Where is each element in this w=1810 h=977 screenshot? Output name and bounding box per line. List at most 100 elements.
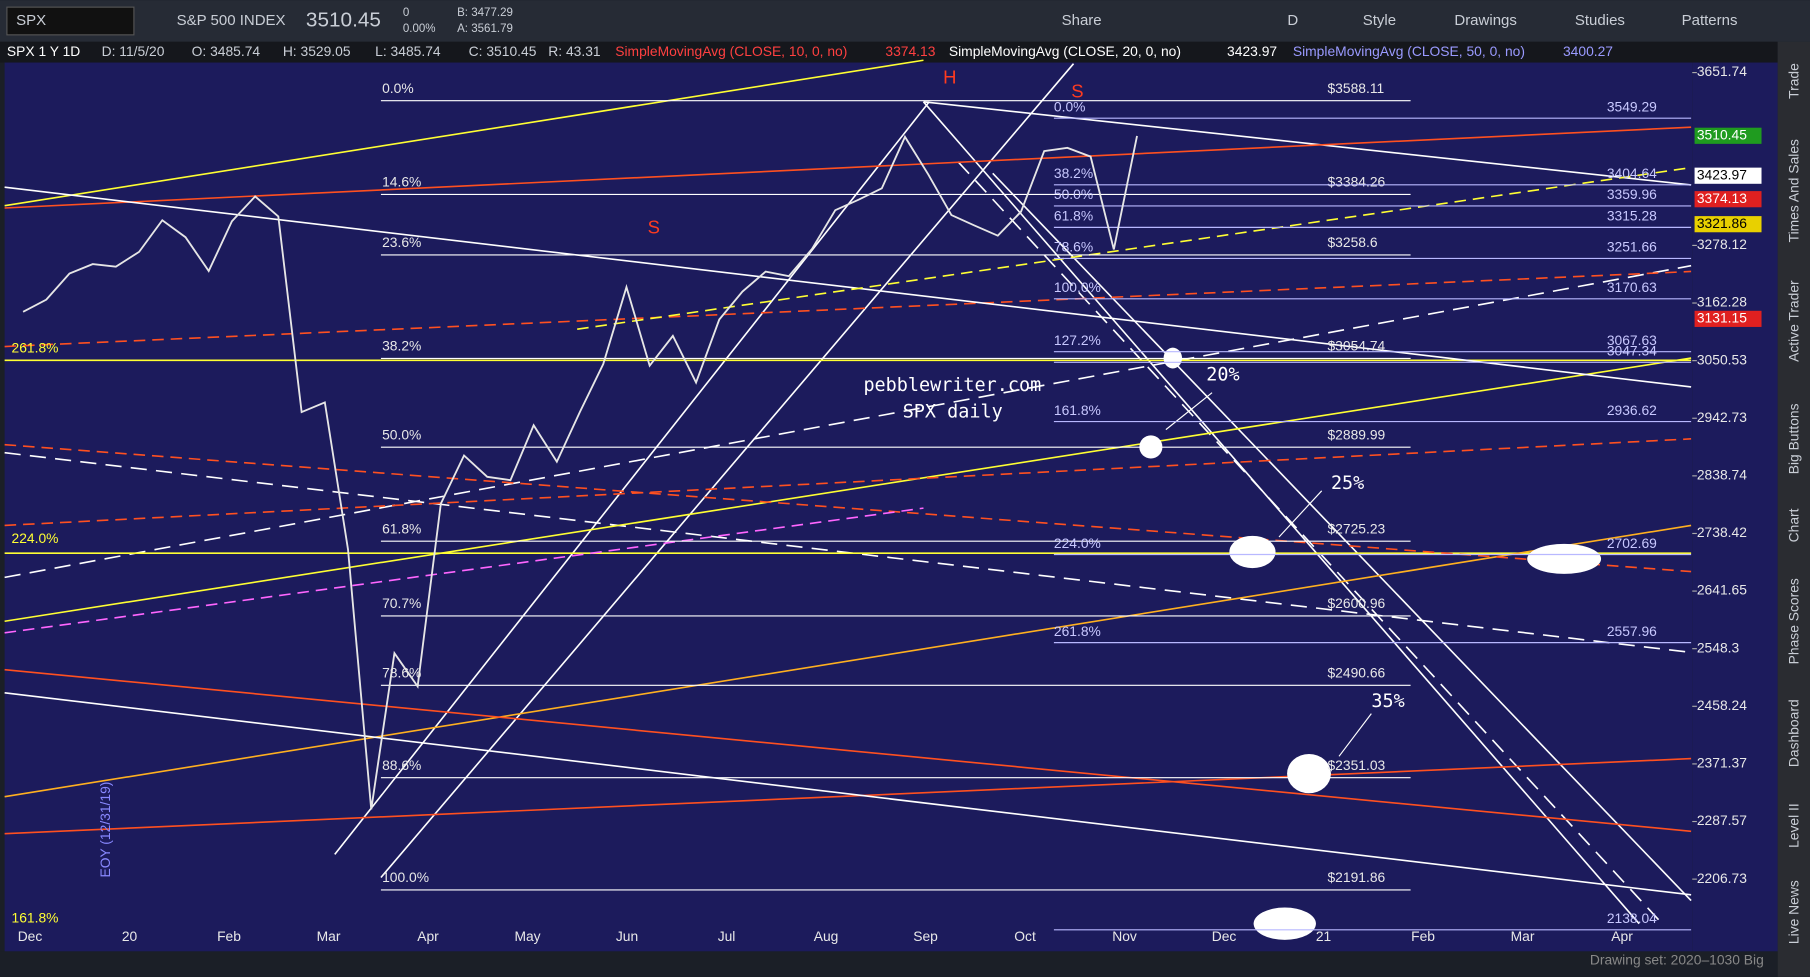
toolbar-button[interactable]: Patterns (1682, 12, 1738, 29)
y-tick-label: 2838.74 (1697, 467, 1747, 483)
toolbar-button[interactable]: Studies (1575, 12, 1625, 29)
target-marker (1253, 907, 1316, 940)
study-value: 3400.27 (1563, 43, 1613, 59)
plot-bg (4, 62, 1693, 952)
annotation: S (1071, 80, 1083, 101)
trend-line (923, 100, 1692, 186)
symbol-box[interactable] (6, 6, 135, 36)
fib-ratio: 61.8% (1054, 208, 1093, 224)
fib-price: 2936.62 (1607, 402, 1657, 418)
price-tag (1694, 191, 1762, 208)
price-tag (1694, 216, 1762, 233)
study-name: SimpleMovingAvg (CLOSE, 20, 0, no) (949, 43, 1181, 59)
header-bar (0, 41, 1778, 63)
x-tick-label: Apr (417, 928, 439, 944)
x-tick-label: Oct (1014, 928, 1036, 944)
study-value: 3374.13 (885, 43, 935, 59)
y-tick-label: 2942.73 (1697, 409, 1747, 425)
side-tab[interactable]: Level II (1786, 803, 1802, 848)
fib-price: $2600.96 (1327, 595, 1385, 611)
annotation: S (648, 217, 660, 238)
side-tab[interactable]: Live News (1786, 880, 1802, 944)
change: 0 (403, 7, 409, 19)
y-tick-label: 2548.3 (1697, 639, 1740, 655)
y-tick-label: 2641.65 (1697, 582, 1747, 598)
fib-price: 2557.96 (1607, 623, 1657, 639)
toolbar (0, 0, 1810, 42)
arrow (1338, 713, 1372, 757)
trend-line (4, 264, 1692, 579)
toolbar-button[interactable]: D (1287, 12, 1298, 29)
header-field: O: 3485.74 (192, 43, 261, 59)
fib-price: $3588.11 (1327, 80, 1384, 96)
toolbar-button[interactable]: Style (1363, 12, 1396, 29)
fib-ratio: 38.2% (1054, 165, 1093, 181)
footer-bar (0, 951, 1778, 977)
y-tick-label: 2458.24 (1697, 697, 1747, 713)
channel-line (334, 101, 930, 855)
fib-ratio: 100.0% (382, 869, 429, 885)
y-tick-label: 3162.28 (1697, 294, 1747, 310)
fib-price: 3549.29 (1607, 98, 1657, 114)
channel-line (992, 172, 1692, 902)
last-price: 3510.45 (306, 8, 381, 31)
fib-price: $2725.23 (1327, 520, 1385, 536)
price-tag-label: 3423.97 (1697, 166, 1747, 182)
side-tab[interactable]: Phase Scores (1786, 578, 1802, 664)
fib-price: $2191.86 (1327, 869, 1385, 885)
y-tick-label: 2371.37 (1697, 755, 1747, 771)
target-marker (1287, 753, 1331, 794)
white-trend (4, 692, 1692, 896)
toolbar-button[interactable]: Share (1062, 12, 1102, 29)
header-field: C: 3510.45 (469, 43, 537, 59)
symbol[interactable]: SPX (16, 12, 46, 29)
x-tick-label: May (514, 928, 540, 944)
study-name: SimpleMovingAvg (CLOSE, 10, 0, no) (615, 43, 847, 59)
side-tab[interactable]: Active Trader (1786, 280, 1802, 362)
fib-ratio: 161.8% (1054, 402, 1101, 418)
annotation: 25% (1331, 473, 1364, 494)
fib-price: $2351.03 (1327, 757, 1385, 773)
header-field: L: 3485.74 (375, 43, 441, 59)
annotation: H (943, 67, 956, 88)
annotation: 35% (1371, 691, 1404, 712)
fib-ratio: 78.6% (1054, 239, 1093, 255)
annotation: 224.0% (12, 530, 59, 546)
side-tab[interactable]: Dashboard (1786, 699, 1802, 767)
axis-bg (1692, 62, 1778, 952)
x-tick-label: Sep (913, 928, 938, 944)
red-trend (4, 668, 1692, 833)
ask: A: 3561.79 (457, 23, 513, 35)
header-symbol: SPX 1 Y 1D (7, 43, 80, 59)
price-line (22, 134, 1138, 810)
side-tab[interactable]: Times And Sales (1786, 139, 1802, 242)
fib-ratio: 23.6% (382, 234, 421, 250)
price-tag-label: 3374.13 (1697, 190, 1747, 206)
change-pct: 0.00% (403, 23, 436, 35)
side-tab[interactable]: Chart (1786, 508, 1802, 542)
fib-price: 2702.69 (1607, 535, 1657, 551)
white-trend (4, 186, 1692, 388)
toolbar-button[interactable]: Drawings (1454, 12, 1517, 29)
side-tab[interactable]: Trade (1786, 63, 1802, 99)
price-tag (1694, 310, 1762, 327)
side-tab[interactable]: Big Buttons (1786, 403, 1802, 474)
fib-ratio: 127.2% (1054, 332, 1101, 348)
fib-price: $3258.6 (1327, 234, 1377, 250)
fib-ratio: 78.6% (382, 664, 421, 680)
description: S&P 500 INDEX (177, 12, 286, 29)
fib-price: 2138.04 (1607, 910, 1657, 926)
drawing-set: Drawing set: 2020–1030 Big (1590, 951, 1764, 967)
fib-ratio: 100.0% (1054, 279, 1101, 295)
fib-price: 3170.63 (1607, 279, 1657, 295)
bid: B: 3477.29 (457, 7, 513, 19)
arrow (1278, 490, 1323, 538)
yellow-trend (4, 59, 924, 207)
x-tick-label: Mar (317, 928, 341, 944)
price-tag-label: 3321.86 (1697, 215, 1747, 231)
annotation: SPX daily (903, 401, 1003, 422)
x-tick-label: Jun (616, 928, 638, 944)
header-field: R: 43.31 (548, 43, 601, 59)
